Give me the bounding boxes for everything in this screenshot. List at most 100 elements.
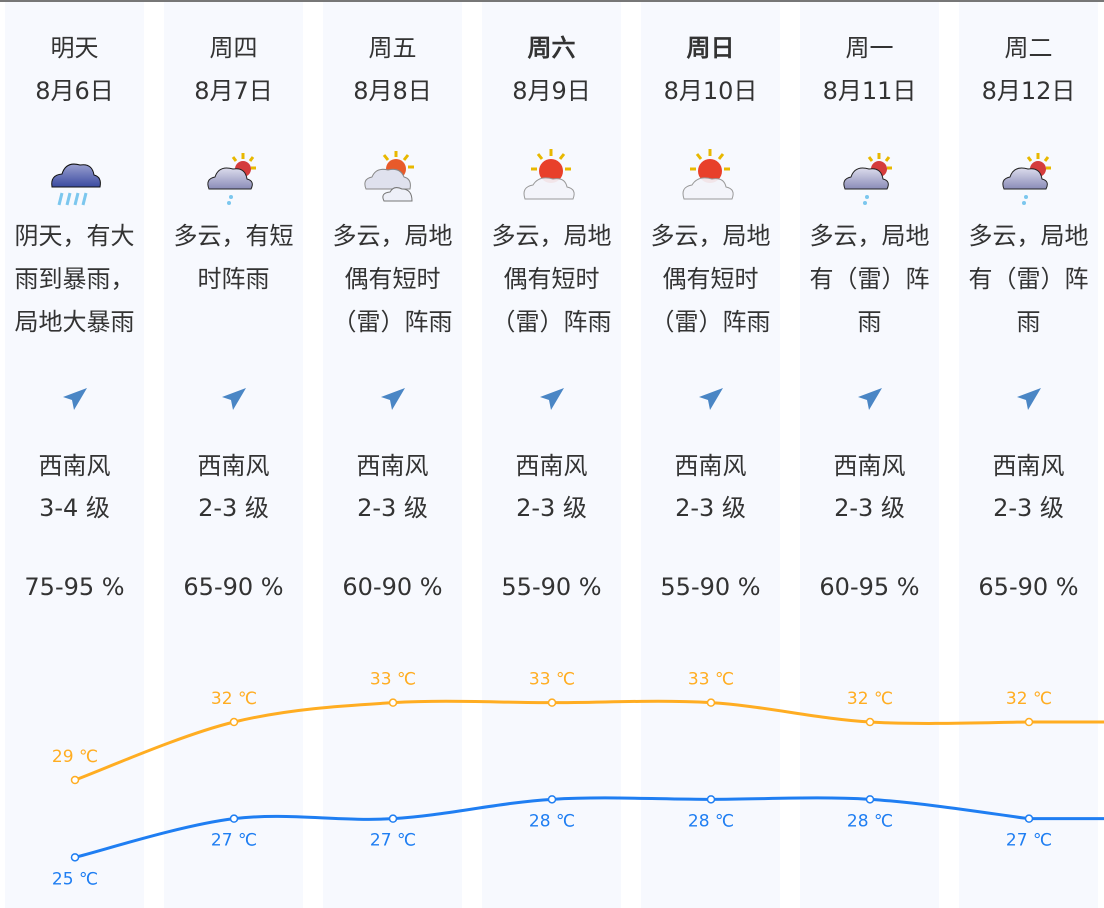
high-temp-label: 32 ℃ (847, 689, 893, 709)
high-temp-label: 33 ℃ (688, 670, 734, 690)
forecast-day-3: 周六 8月9日 多云，局地 偶有短时 （雷）阵雨 西南风 2-3 级 55-90 % (482, 2, 621, 908)
high-temp-point (229, 717, 239, 727)
top-border (0, 0, 1104, 2)
humidity: 65-90 % (978, 573, 1079, 601)
wind-direction: 西南风 (992, 452, 1065, 480)
navigation-arrow-icon (378, 385, 408, 415)
day-label: 周二 (1004, 34, 1053, 62)
high-temp-line (74, 699, 1104, 782)
description-line: （雷）阵雨 (491, 308, 612, 336)
weather-description: 多云，局地 偶有短时 （雷）阵雨 (313, 215, 472, 344)
low-temp-label: 27 ℃ (1006, 831, 1052, 851)
navigation-arrow-icon (60, 385, 90, 415)
day-label: 周五 (368, 34, 417, 62)
navigation-arrow-icon (1014, 385, 1044, 415)
description-line: 偶有短时 (503, 265, 600, 293)
wind: 西南风 2-3 级 (790, 445, 949, 529)
high-temp-point (1024, 717, 1034, 727)
description-line: 多云，有短 (173, 222, 294, 250)
low-temp-label: 27 ℃ (370, 831, 416, 851)
day-label: 周四 (209, 34, 258, 62)
high-temp-label: 29 ℃ (52, 747, 98, 767)
low-temp-point (547, 795, 557, 804)
date-label: 8月11日 (822, 77, 917, 105)
forecast-day-2: 周五 8月8日 多云，局地 偶有短时 （雷）阵雨 西南风 2-3 级 60-90 % (323, 2, 462, 908)
wind: 西南风 2-3 级 (631, 445, 790, 529)
sun-behind-cloud-icon (523, 149, 575, 200)
wind: 西南风 2-3 级 (154, 445, 313, 529)
low-temp-point (706, 795, 716, 804)
sun-behind-cloud-icon (682, 149, 734, 200)
low-temp-label: 28 ℃ (847, 811, 893, 831)
humidity: 60-95 % (819, 573, 920, 601)
weather-description: 多云，局地有（雷）阵雨 (949, 215, 1104, 344)
wind-direction: 西南风 (833, 452, 906, 480)
weather-description: 多云，局地 偶有短时 （雷）阵雨 (472, 215, 631, 344)
description-line: 多云，局地 (332, 222, 453, 250)
low-temp-label: 27 ℃ (211, 831, 257, 851)
low-temp-label: 28 ℃ (688, 811, 734, 831)
humidity: 55-90 % (660, 573, 761, 601)
wind-level: 2-3 级 (198, 494, 269, 522)
wind-level: 2-3 级 (516, 494, 587, 522)
navigation-arrow-icon (219, 385, 249, 415)
low-temp-point (1024, 814, 1034, 823)
description-line: 雨 (1016, 308, 1041, 336)
wind-level: 2-3 级 (834, 494, 905, 522)
high-temp-point (70, 775, 80, 785)
forecast-day-1: 周四 8月7日 多云，有短时阵雨 西南风 2-3 级 65-90 % (164, 2, 303, 908)
high-temp-label: 33 ℃ (370, 670, 416, 690)
description-line: 有（雷）阵 (809, 265, 930, 293)
wind-direction: 西南风 (515, 452, 588, 480)
date-label: 8月10日 (663, 77, 758, 105)
date-label: 8月7日 (194, 77, 273, 105)
navigation-arrow-icon (855, 385, 885, 415)
forecast-day-6: 周二 8月12日 多云，局地 有（雷）阵雨 西南风 2-3 级 65-90 % (959, 2, 1098, 908)
day-label: 周一 (845, 34, 894, 62)
wind: 西南风 2-3 级 (472, 445, 631, 529)
description-line: 时阵雨 (197, 265, 270, 293)
description-line: 有（雷）阵 (968, 265, 1089, 293)
description-line: 阴天，有大 (14, 222, 135, 250)
day-label: 周日 (686, 34, 735, 62)
low-temp-label: 28 ℃ (529, 811, 575, 831)
low-temp-point (70, 853, 80, 862)
wind-direction: 西南风 (356, 452, 429, 480)
high-temp-label: 33 ℃ (529, 670, 575, 690)
weather-description: 多云，局地 偶有短时 （雷）阵雨 (631, 215, 790, 344)
description-line: 多云，局地 (968, 222, 1089, 250)
wind-direction: 西南风 (38, 452, 111, 480)
cloud-sun-shower-icon (1002, 153, 1051, 205)
cloud-sun-shower-icon (207, 153, 256, 205)
high-temp-point (388, 698, 398, 707)
wind-level: 2-3 级 (675, 494, 746, 522)
wind-direction: 西南风 (197, 452, 270, 480)
partly-cloudy-icon (364, 151, 414, 202)
humidity: 55-90 % (501, 573, 602, 601)
date-label: 8月12日 (981, 77, 1076, 105)
wind-level: 2-3 级 (357, 494, 428, 522)
heavy-rain-icon (51, 163, 101, 206)
date-label: 8月9日 (512, 77, 591, 105)
wind-direction: 西南风 (674, 452, 747, 480)
description-line: 雨 (857, 308, 882, 336)
wind: 西南风 3-4 级 (0, 445, 154, 529)
description-line: （雷）阵雨 (650, 308, 771, 336)
day-label: 周六 (527, 34, 576, 62)
weather-description: 多云，有短时阵雨 (154, 215, 313, 301)
description-line: 雨到暴雨， (14, 265, 135, 293)
description-line: 多云，局地 (809, 222, 930, 250)
navigation-arrow-icon (537, 385, 567, 415)
humidity: 65-90 % (183, 573, 284, 601)
humidity: 60-90 % (342, 573, 443, 601)
description-line: （雷）阵雨 (332, 308, 453, 336)
wind: 西南风 2-3 级 (949, 445, 1104, 529)
low-temp-point (388, 814, 398, 823)
humidity: 75-95 % (24, 573, 125, 601)
wind-level: 3-4 级 (39, 494, 110, 522)
description-line: 局地大暴雨 (14, 308, 135, 336)
low-temp-label: 25 ℃ (52, 869, 98, 889)
date-label: 8月8日 (353, 77, 432, 105)
day-label: 明天 (50, 34, 99, 62)
high-temp-point (706, 698, 716, 707)
